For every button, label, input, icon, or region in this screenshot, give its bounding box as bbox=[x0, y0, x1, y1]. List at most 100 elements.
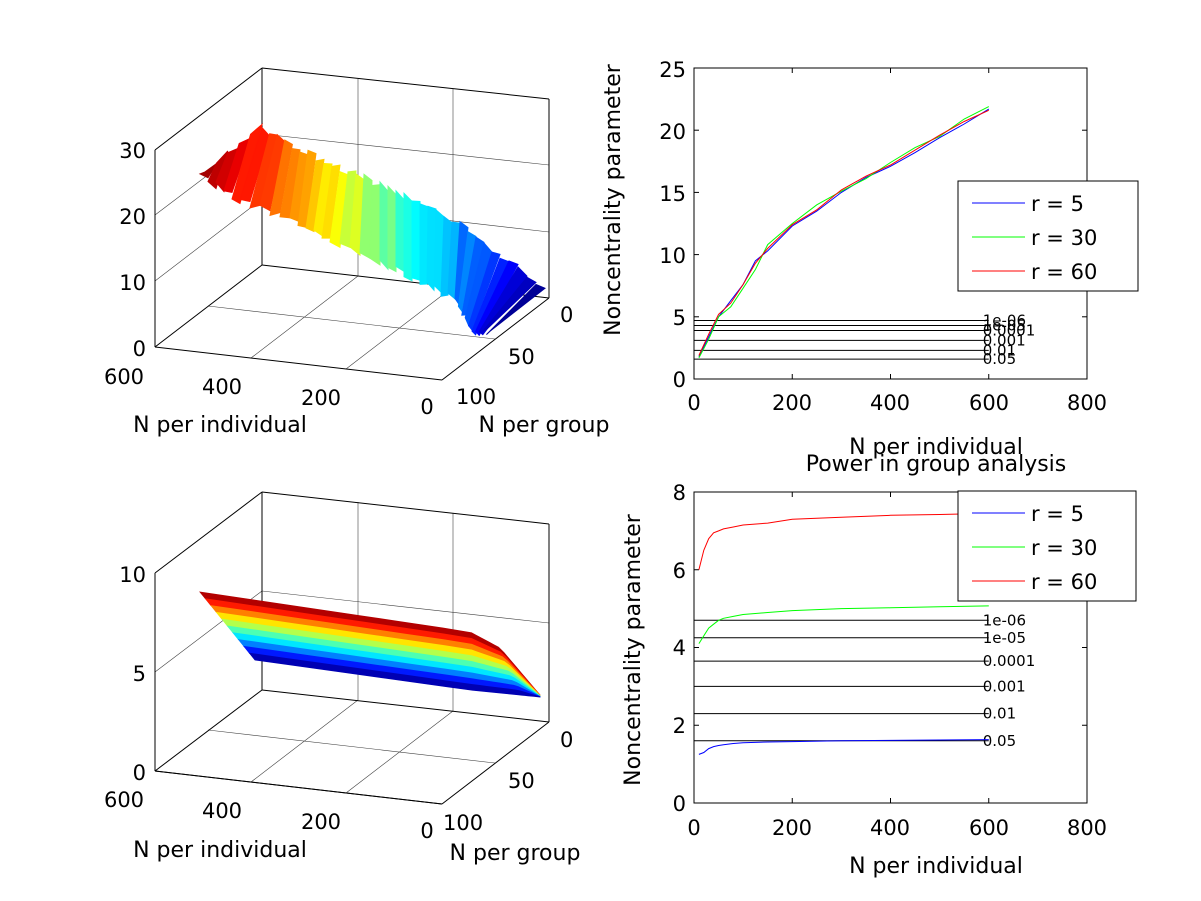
surface-band bbox=[248, 652, 541, 698]
y-tick: 0 bbox=[560, 303, 573, 327]
x-tick: 0 bbox=[687, 816, 700, 840]
surface-patch bbox=[305, 158, 325, 233]
surface-patch bbox=[461, 236, 485, 316]
threshold-label: 1e-05 bbox=[983, 629, 1026, 647]
x-ticks: 0 200 400 600 800 bbox=[687, 816, 1107, 840]
surface-patch bbox=[457, 230, 477, 313]
chart-title: Power in group analysis bbox=[806, 452, 1067, 477]
surface-patch bbox=[231, 122, 263, 205]
surface-patch bbox=[482, 276, 537, 332]
y-tick: 20 bbox=[659, 120, 686, 144]
surface-patch bbox=[259, 133, 286, 212]
threshold-label: 0.001 bbox=[983, 331, 1026, 349]
surface-strips bbox=[154, 591, 541, 805]
surface-patch bbox=[329, 171, 349, 249]
threshold-label: 0.01 bbox=[983, 705, 1016, 723]
legend-label: r = 30 bbox=[1031, 536, 1097, 560]
legend-label: r = 60 bbox=[1031, 570, 1097, 594]
surface-patch bbox=[411, 200, 421, 281]
series-line bbox=[698, 109, 990, 356]
surface-patch bbox=[289, 151, 309, 222]
x-tick: 0 bbox=[420, 395, 433, 419]
surface-plot-top-left: 0 10 20 30 600 400 200 0 0 50 100 N per … bbox=[104, 67, 610, 438]
x-tick: 200 bbox=[301, 386, 341, 410]
z-tick: 10 bbox=[119, 563, 146, 587]
threshold-label: 0.001 bbox=[983, 677, 1026, 695]
surface-plot-bottom-left: 0 5 10 600 400 200 0 0 50 100 N per indi… bbox=[104, 491, 581, 866]
y-tick: 50 bbox=[508, 769, 535, 793]
surface-patch bbox=[395, 189, 405, 273]
surface-patch bbox=[269, 139, 293, 217]
surface-patch bbox=[379, 180, 389, 271]
x-ticks: 600 400 200 0 bbox=[104, 365, 434, 419]
x-tick: 400 bbox=[870, 816, 910, 840]
y-tick: 5 bbox=[673, 306, 686, 330]
y-axis-label: Noncentrality parameter bbox=[601, 63, 626, 336]
x-tick: 0 bbox=[687, 391, 700, 415]
surface-patch bbox=[321, 164, 341, 239]
y-axis-label: Noncentrality parameter bbox=[621, 513, 646, 786]
y-ticks: 0 50 100 bbox=[443, 728, 573, 835]
z-ticks: 0 5 10 bbox=[119, 563, 146, 785]
y-tick: 100 bbox=[443, 811, 483, 835]
x-axis-label: N per individual bbox=[849, 435, 1023, 460]
floor-edge bbox=[154, 770, 443, 805]
surface-patch bbox=[369, 184, 381, 266]
threshold-label: 1e-06 bbox=[983, 611, 1026, 629]
y-tick: 8 bbox=[673, 481, 686, 505]
y-ticks: 0 5 10 15 20 25 bbox=[659, 58, 686, 392]
threshold-label: 1e-05 bbox=[983, 317, 1026, 335]
x-ticks: 600 400 200 0 bbox=[104, 788, 434, 843]
legend-label: r = 5 bbox=[1031, 502, 1084, 526]
surface-patch bbox=[239, 126, 271, 203]
surface-patch bbox=[471, 257, 510, 336]
z-ticks: 0 10 20 30 bbox=[119, 139, 146, 361]
x-tick: 600 bbox=[104, 788, 144, 812]
series-line bbox=[698, 605, 989, 644]
surface-patch bbox=[223, 137, 252, 194]
y-tick: 10 bbox=[659, 244, 686, 268]
surface-patch bbox=[207, 150, 229, 190]
x-tick: 200 bbox=[301, 810, 341, 834]
x-ticks: 0 200 400 600 800 bbox=[687, 391, 1107, 415]
y-ticks: 0 50 100 bbox=[456, 303, 573, 409]
surface-patch bbox=[215, 146, 241, 193]
x-axis-label: N per individual bbox=[133, 838, 307, 863]
y-axis-label: N per group bbox=[450, 841, 581, 866]
x-tick: 600 bbox=[969, 391, 1009, 415]
threshold-label: 0.05 bbox=[983, 732, 1016, 750]
y-tick: 15 bbox=[659, 182, 686, 206]
x-tick: 400 bbox=[870, 391, 910, 415]
y-tick: 100 bbox=[456, 385, 496, 409]
y-tick: 4 bbox=[673, 636, 686, 660]
surface-patch bbox=[486, 283, 546, 335]
y-tick: 0 bbox=[560, 728, 573, 752]
x-tick: 400 bbox=[202, 799, 242, 823]
y-tick: 50 bbox=[508, 345, 535, 369]
series-line bbox=[698, 512, 989, 570]
surface-patch bbox=[478, 266, 528, 336]
threshold-label: 1e-06 bbox=[983, 312, 1026, 330]
series-line bbox=[698, 739, 989, 755]
surface-patch bbox=[419, 203, 429, 285]
y-tick: 25 bbox=[659, 58, 686, 82]
surface-patch bbox=[426, 205, 437, 292]
threshold-label: 0.05 bbox=[983, 350, 1016, 368]
threshold-label: 0.0001 bbox=[983, 652, 1036, 670]
x-tick: 400 bbox=[202, 375, 242, 399]
legend: r = 5 r = 30 r = 60 bbox=[957, 490, 1137, 602]
x-tick: 200 bbox=[772, 816, 812, 840]
threshold-label: 0.0001 bbox=[983, 321, 1036, 339]
surface-patch bbox=[387, 184, 397, 273]
series-lines bbox=[698, 106, 990, 359]
y-axis-label: N per group bbox=[479, 413, 610, 438]
x-tick: 600 bbox=[969, 816, 1009, 840]
z-tick: 30 bbox=[119, 139, 146, 163]
legend-box bbox=[957, 180, 1139, 292]
z-tick: 0 bbox=[133, 337, 146, 361]
x-tick: 600 bbox=[104, 365, 144, 389]
